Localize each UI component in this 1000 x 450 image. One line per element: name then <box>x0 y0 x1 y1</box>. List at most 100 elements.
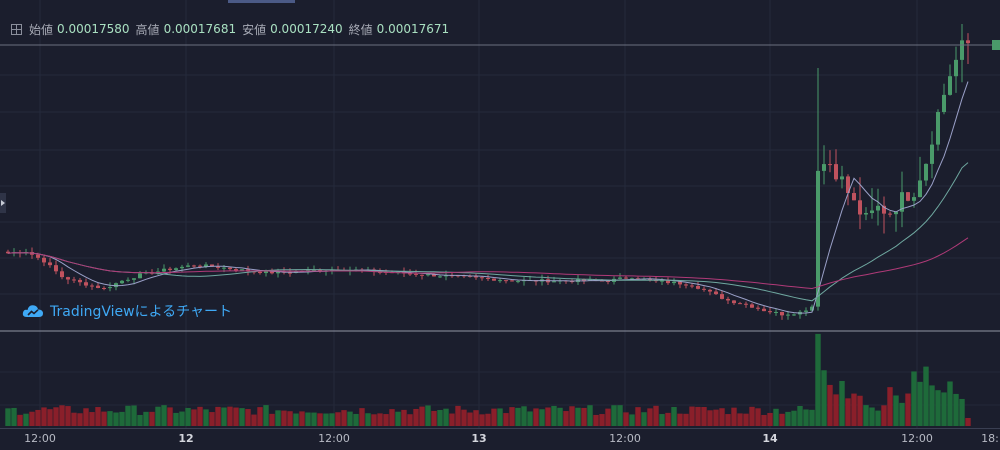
volume-bar <box>317 413 323 426</box>
volume-bar <box>47 409 53 426</box>
candle <box>54 260 58 275</box>
candle <box>858 177 862 230</box>
candle <box>864 207 868 221</box>
volume-bar <box>899 402 905 426</box>
volume-bar <box>83 408 89 426</box>
volume-bar <box>557 407 563 426</box>
high-label: 高値 <box>135 22 160 37</box>
candle <box>936 109 940 151</box>
volume-bar <box>287 411 293 426</box>
volume-bar <box>851 393 857 426</box>
candle <box>906 191 910 202</box>
candle <box>708 288 712 296</box>
volume-bar <box>71 412 77 426</box>
volume-bar <box>143 411 149 426</box>
candle <box>306 266 310 275</box>
candle <box>954 46 958 93</box>
candle <box>822 145 826 185</box>
candle <box>234 268 238 273</box>
candle <box>942 83 946 115</box>
tradingview-watermark[interactable]: TradingViewによるチャート <box>22 301 232 321</box>
volume-bar <box>803 409 809 426</box>
volume-bar <box>959 398 965 426</box>
volume-bar <box>377 413 383 426</box>
candle <box>774 308 778 316</box>
volume-bar <box>611 405 617 426</box>
volume-bar <box>653 405 659 426</box>
volume-bar <box>623 412 629 426</box>
candle <box>834 149 838 182</box>
volume-bar <box>11 407 17 426</box>
volume-bar <box>659 414 665 426</box>
candle <box>504 280 508 284</box>
candle <box>48 258 52 268</box>
volume-bar <box>371 414 377 426</box>
volume-bar <box>65 406 71 426</box>
volume-bar <box>863 405 869 426</box>
candle <box>12 248 16 257</box>
volume-bar <box>239 408 245 426</box>
volume-bar <box>203 409 209 426</box>
ma-mid-line <box>7 162 969 302</box>
low-label: 安値 <box>242 22 267 37</box>
volume-bar <box>791 410 797 426</box>
volume-bar <box>815 333 821 426</box>
top-scroll-tab[interactable] <box>228 0 295 3</box>
volume-bars <box>5 333 971 426</box>
candle <box>156 268 160 276</box>
candle <box>192 264 196 269</box>
candle <box>696 281 700 290</box>
close-value: 0.00017671 <box>376 22 450 36</box>
candle <box>720 290 724 300</box>
candle <box>726 296 730 305</box>
volume-bar <box>125 405 131 426</box>
volume-bar <box>845 398 851 426</box>
volume-bar <box>761 414 767 426</box>
volume-bar <box>419 406 425 426</box>
volume-bar <box>461 409 467 426</box>
volume-bar <box>155 406 161 426</box>
candle <box>102 286 106 291</box>
volume-bar <box>875 410 881 426</box>
candle <box>804 307 808 316</box>
candle <box>870 188 874 219</box>
volume-bar <box>323 413 329 426</box>
volume-bar <box>101 411 107 426</box>
volume-bar <box>647 408 653 426</box>
volume-bar <box>593 414 599 426</box>
candle <box>120 280 124 285</box>
volume-bar <box>509 407 515 426</box>
x-tick-label: 14 <box>762 432 778 445</box>
candle <box>798 310 802 319</box>
volume-bar <box>929 385 935 426</box>
left-expand-tab[interactable] <box>0 193 6 213</box>
volume-bar <box>455 405 461 426</box>
candle <box>756 305 760 311</box>
volume-bar <box>911 371 917 426</box>
volume-bar <box>635 407 641 426</box>
candle <box>780 311 784 320</box>
volume-bar <box>677 413 683 426</box>
candle <box>492 278 496 281</box>
volume-bar <box>665 412 671 426</box>
volume-bar <box>353 413 359 426</box>
volume-bar <box>473 410 479 426</box>
candle <box>690 283 694 289</box>
candle <box>114 282 118 291</box>
candle <box>630 277 634 280</box>
volume-bar <box>443 408 449 426</box>
volume-bar <box>755 408 761 426</box>
expand-icon[interactable] <box>11 23 22 35</box>
volume-bar <box>479 414 485 426</box>
close-label: 終値 <box>348 22 373 37</box>
candle <box>72 276 76 283</box>
volume-bar <box>569 406 575 426</box>
volume-bar <box>941 392 947 426</box>
volume-bar <box>923 366 929 426</box>
volume-bar <box>701 406 707 426</box>
volume-bar <box>275 410 281 426</box>
volume-bar <box>185 407 191 426</box>
ohlc-legend: 始値 0.00017580 高値 0.00017681 安値 0.0001724… <box>11 20 455 38</box>
